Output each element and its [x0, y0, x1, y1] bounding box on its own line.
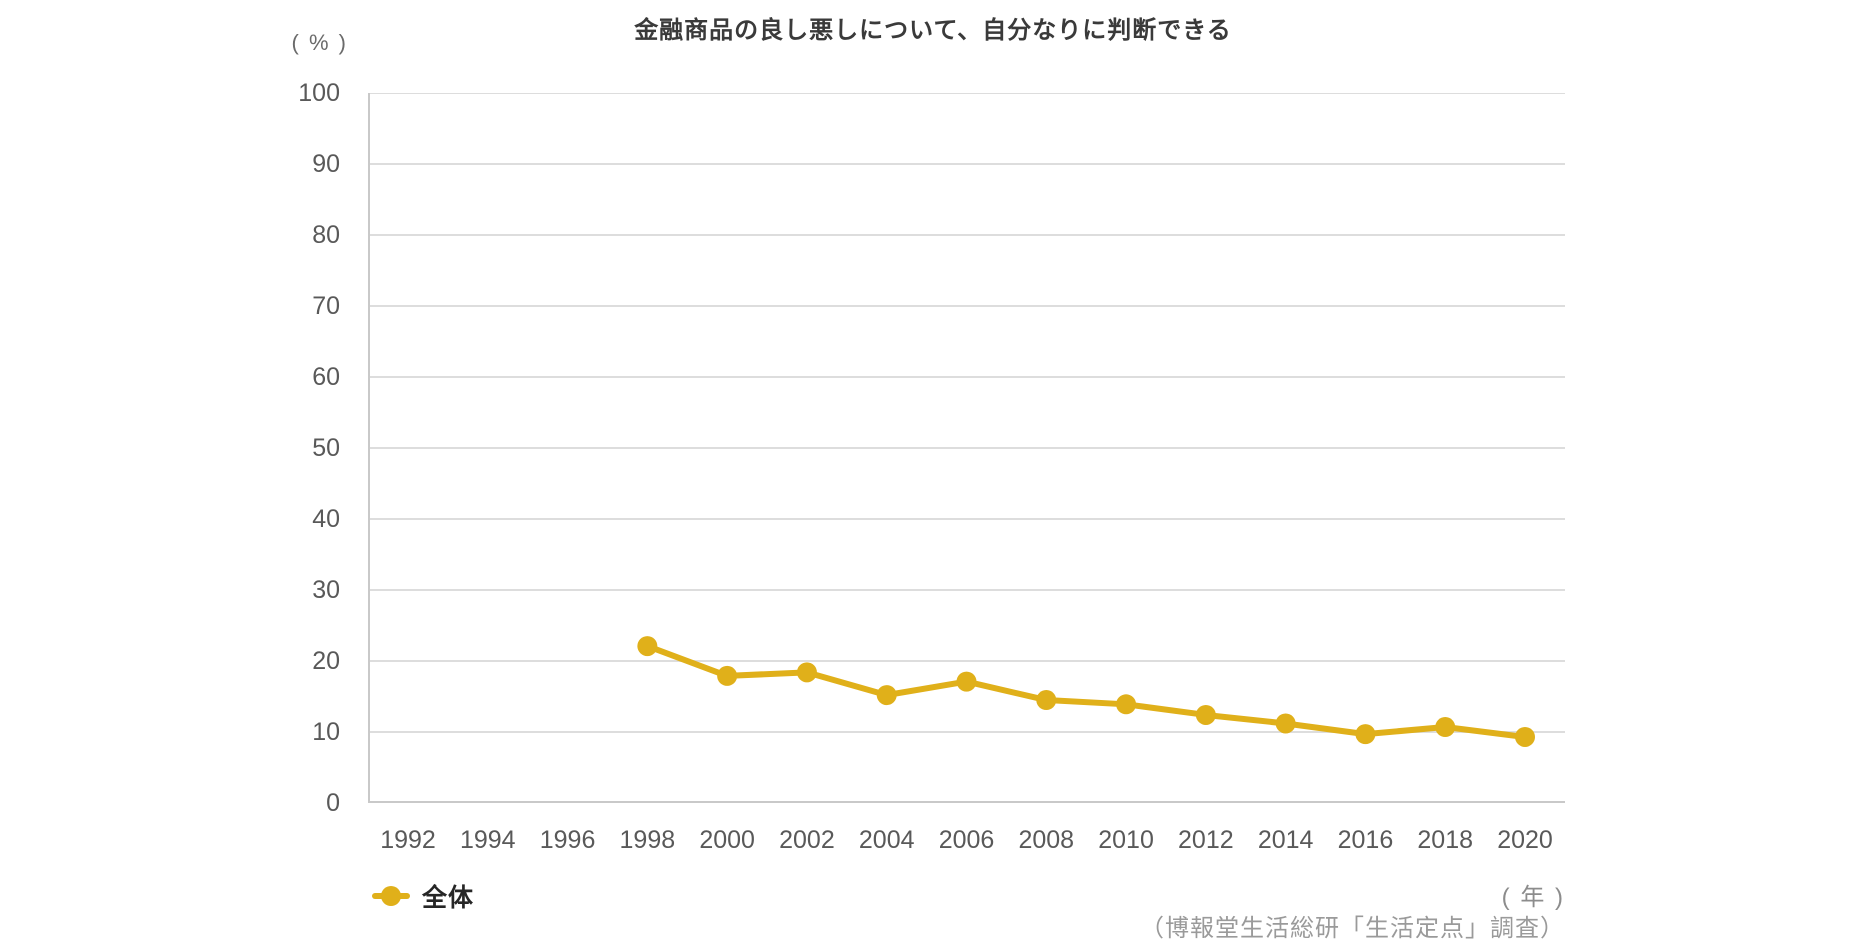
x-tick-label: 2014: [1257, 826, 1314, 854]
y-tick-label: 0: [326, 789, 340, 817]
data-point: [1116, 694, 1137, 715]
y-axis-unit-label: ( % ): [291, 30, 348, 55]
x-tick-label: 2010: [1098, 826, 1154, 854]
data-point: [796, 662, 817, 683]
data-point: [1435, 717, 1456, 738]
chart-title: 金融商品の良し悪しについて、自分なりに判断できる: [634, 17, 1232, 44]
data-point: [876, 685, 897, 706]
y-tick-label: 90: [312, 150, 340, 178]
x-tick-label: 2006: [938, 826, 995, 854]
y-tick-label: 10: [312, 718, 340, 746]
y-tick-label: 100: [298, 79, 340, 107]
y-tick-label: 50: [312, 434, 340, 462]
x-axis-unit-label: ( 年 ): [1501, 884, 1565, 911]
line-plot: [368, 93, 1565, 803]
x-tick-label: 2018: [1417, 826, 1474, 854]
x-tick-label: 2016: [1337, 826, 1394, 854]
data-point: [1515, 726, 1535, 747]
source-credit: （博報堂生活総研「生活定点」調査）: [1140, 915, 1565, 940]
x-tick-label: 2020: [1497, 826, 1553, 854]
data-point: [1355, 724, 1376, 745]
y-tick-label: 60: [312, 363, 340, 391]
y-tick-label: 70: [312, 292, 340, 320]
x-tick-label: 2002: [779, 826, 835, 854]
data-point: [1195, 704, 1216, 725]
x-tick-label: 2008: [1018, 826, 1075, 854]
x-tick-label: 1992: [380, 826, 436, 854]
data-point: [637, 636, 658, 657]
data-point: [956, 671, 977, 692]
x-tick-label: 2004: [858, 826, 915, 854]
data-point: [1036, 690, 1057, 711]
data-point: [717, 665, 738, 686]
data-point: [1275, 713, 1296, 734]
legend: 全体: [372, 878, 474, 914]
legend-label: 全体: [422, 884, 475, 912]
series-line: [644, 643, 1528, 740]
y-tick-label: 30: [312, 576, 340, 604]
legend-marker-icon: [372, 885, 410, 907]
x-tick-label: 2000: [699, 826, 755, 854]
y-tick-label: 80: [312, 221, 340, 249]
x-tick-label: 1994: [459, 826, 516, 854]
y-tick-label: 40: [312, 505, 340, 533]
x-tick-label: 2012: [1178, 826, 1234, 854]
x-tick-label: 1996: [539, 826, 596, 854]
y-tick-label: 20: [312, 647, 340, 675]
x-tick-label: 1998: [619, 826, 676, 854]
